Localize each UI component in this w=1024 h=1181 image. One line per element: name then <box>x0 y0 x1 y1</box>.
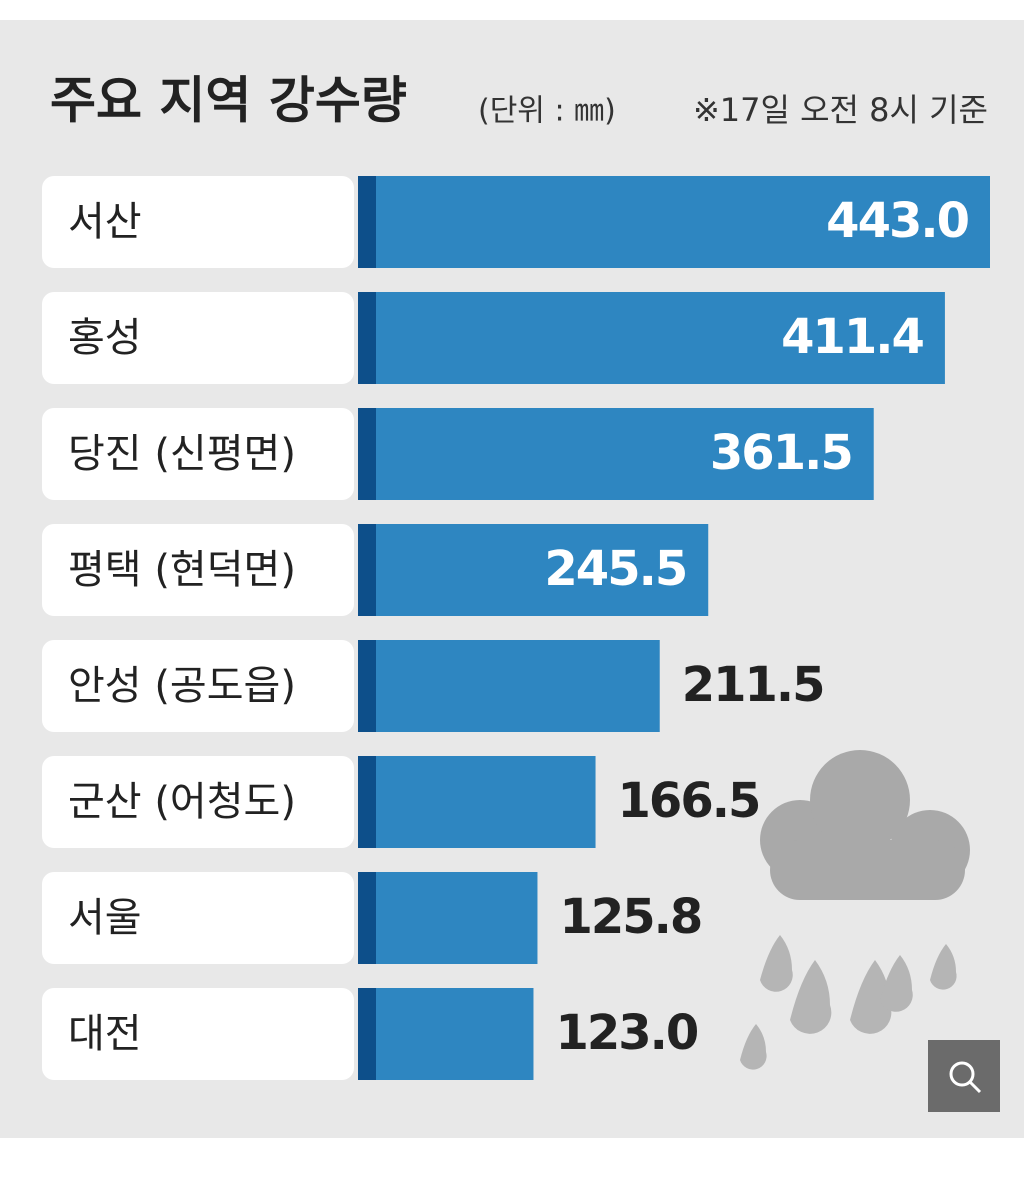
zoom-handle <box>968 1080 982 1094</box>
value-label: 211.5 <box>682 657 824 713</box>
zoom-glass <box>949 1061 975 1087</box>
bar <box>358 408 874 500</box>
value-label: 245.5 <box>544 541 686 597</box>
category-label: 당진 (신평면) <box>68 431 296 477</box>
bar <box>358 640 660 732</box>
label-box <box>42 640 354 732</box>
zoom-button[interactable] <box>928 1040 1000 1112</box>
label-box <box>42 988 354 1080</box>
bar-edge <box>358 988 376 1080</box>
category-label: 서산 <box>68 199 142 245</box>
bar-edge <box>358 756 376 848</box>
note: ※17일 오전 8시 기준 <box>693 91 988 129</box>
bar-edge <box>358 292 376 384</box>
bar <box>358 988 534 1080</box>
label-box <box>42 292 354 384</box>
category-label: 안성 (공도읍) <box>68 663 296 709</box>
category-label: 군산 (어청도) <box>68 779 296 825</box>
value-label: 125.8 <box>559 889 701 945</box>
rain-icon <box>740 750 970 1070</box>
category-label: 홍성 <box>68 315 142 361</box>
category-label: 평택 (현덕면) <box>68 547 296 593</box>
bar-edge <box>358 524 376 616</box>
bar <box>358 756 596 848</box>
label-box <box>42 176 354 268</box>
bar <box>358 524 709 616</box>
label-box <box>42 872 354 964</box>
chart-title: 주요 지역 강수량 <box>50 72 407 130</box>
bar-edge <box>358 408 376 500</box>
subtitle: (단위 : ㎜) <box>478 94 616 129</box>
value-label: 123.0 <box>555 1005 697 1061</box>
bar <box>358 872 538 964</box>
bar <box>358 176 990 268</box>
bar <box>358 292 945 384</box>
bar-edge <box>358 640 376 732</box>
category-label: 서울 <box>68 895 142 941</box>
zoom-bg[interactable] <box>928 1040 1000 1112</box>
value-label: 166.5 <box>618 773 760 829</box>
label-box <box>42 524 354 616</box>
category-label: 대전 <box>68 1011 142 1057</box>
value-label: 443.0 <box>826 193 968 249</box>
value-label: 361.5 <box>710 425 852 481</box>
bar-edge <box>358 176 376 268</box>
label-box <box>42 756 354 848</box>
bar-edge <box>358 872 376 964</box>
label-box <box>42 408 354 500</box>
value-label: 411.4 <box>781 309 923 365</box>
